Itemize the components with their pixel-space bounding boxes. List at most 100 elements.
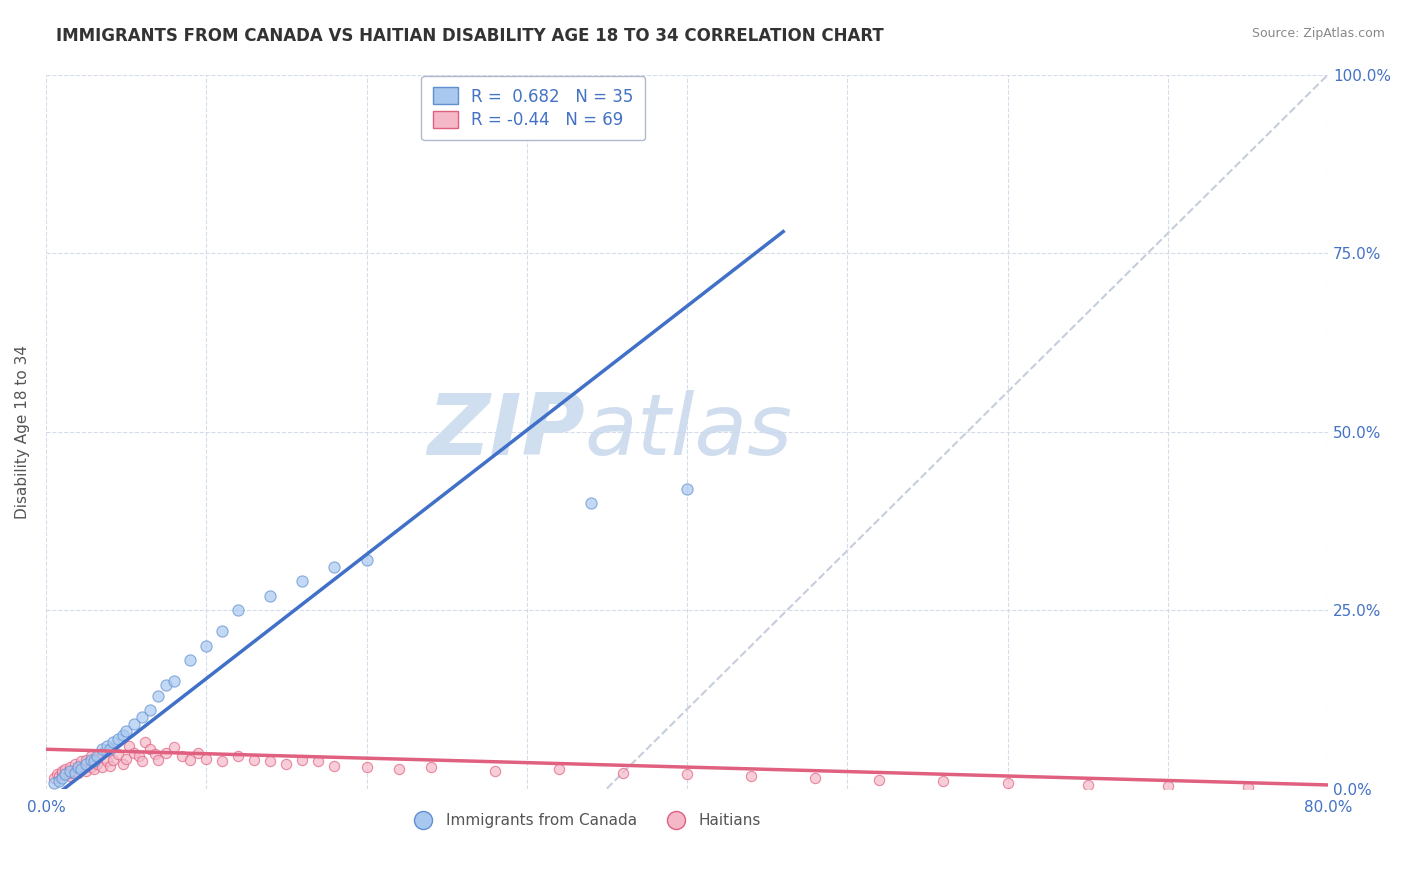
Point (579, 496, 602, 510)
Point (80, 753, 103, 767)
Point (612, 765, 634, 780)
Point (179, 653, 201, 667)
Point (115, 751, 138, 765)
Point (146, 753, 169, 767)
Point (155, 746, 177, 760)
Point (46, 767, 69, 781)
Text: Source: ZipAtlas.com: Source: ZipAtlas.com (1251, 27, 1385, 40)
Y-axis label: Disability Age 18 to 34: Disability Age 18 to 34 (15, 344, 30, 518)
Point (155, 678, 177, 692)
Point (111, 728, 134, 742)
Text: IMMIGRANTS FROM CANADA VS HAITIAN DISABILITY AGE 18 TO 34 CORRELATION CHART: IMMIGRANTS FROM CANADA VS HAITIAN DISABI… (56, 27, 884, 45)
Point (96, 739, 118, 753)
Point (1157, 780, 1180, 794)
Point (48, 774, 70, 789)
Point (122, 746, 145, 760)
Point (83, 751, 105, 765)
Point (259, 755, 281, 769)
Point (131, 755, 153, 769)
Point (53, 762, 76, 776)
Point (291, 574, 314, 589)
Point (70, 762, 93, 776)
Point (932, 774, 955, 789)
Text: ZIP: ZIP (427, 390, 585, 473)
Point (307, 755, 329, 769)
Point (53, 767, 76, 781)
Point (91, 760, 114, 774)
Point (107, 747, 129, 762)
Point (118, 739, 141, 753)
Point (179, 753, 201, 767)
Point (80, 749, 103, 764)
Point (139, 742, 162, 756)
Point (111, 756, 134, 771)
Point (51, 764, 73, 778)
Point (804, 771, 827, 785)
Point (387, 762, 409, 776)
Point (66, 760, 89, 774)
Point (75, 756, 97, 771)
Point (131, 710, 153, 724)
Point (484, 764, 506, 778)
Point (740, 769, 762, 783)
Point (276, 756, 298, 771)
Point (243, 753, 266, 767)
Point (146, 689, 169, 703)
Point (103, 735, 125, 749)
Point (291, 753, 314, 767)
Point (86, 749, 108, 764)
Point (66, 765, 89, 780)
Point (356, 553, 378, 567)
Point (134, 735, 156, 749)
Point (868, 772, 890, 787)
Point (59, 760, 82, 774)
Point (211, 624, 233, 639)
Legend: Immigrants from Canada, Haitians: Immigrants from Canada, Haitians (402, 807, 768, 834)
Point (1077, 778, 1099, 792)
Point (122, 717, 145, 731)
Point (96, 755, 118, 769)
Point (70, 762, 93, 776)
Point (172, 749, 194, 764)
Point (163, 674, 186, 689)
Point (83, 762, 105, 776)
Point (51, 765, 73, 780)
Point (66, 760, 89, 774)
Point (98, 742, 121, 756)
Point (187, 746, 209, 760)
Point (48, 769, 70, 783)
Point (211, 755, 233, 769)
Point (75, 753, 97, 767)
Point (115, 724, 138, 739)
Point (676, 482, 699, 496)
Point (63, 756, 86, 771)
Point (259, 589, 281, 603)
Point (59, 769, 82, 783)
Point (70, 755, 93, 769)
Point (676, 767, 699, 781)
Point (63, 765, 86, 780)
Point (163, 740, 186, 755)
Point (323, 560, 346, 574)
Point (53, 767, 76, 781)
Point (63, 764, 86, 778)
Point (547, 762, 569, 776)
Point (75, 764, 97, 778)
Point (59, 765, 82, 780)
Point (103, 753, 125, 767)
Point (42, 771, 65, 785)
Point (139, 703, 162, 717)
Point (356, 760, 378, 774)
Point (107, 731, 129, 746)
Point (59, 764, 82, 778)
Point (323, 758, 346, 772)
Point (419, 760, 441, 774)
Point (195, 639, 218, 653)
Point (226, 749, 249, 764)
Point (98, 742, 121, 756)
Point (128, 749, 150, 764)
Point (86, 756, 108, 771)
Point (143, 747, 166, 762)
Point (91, 742, 114, 756)
Point (83, 755, 105, 769)
